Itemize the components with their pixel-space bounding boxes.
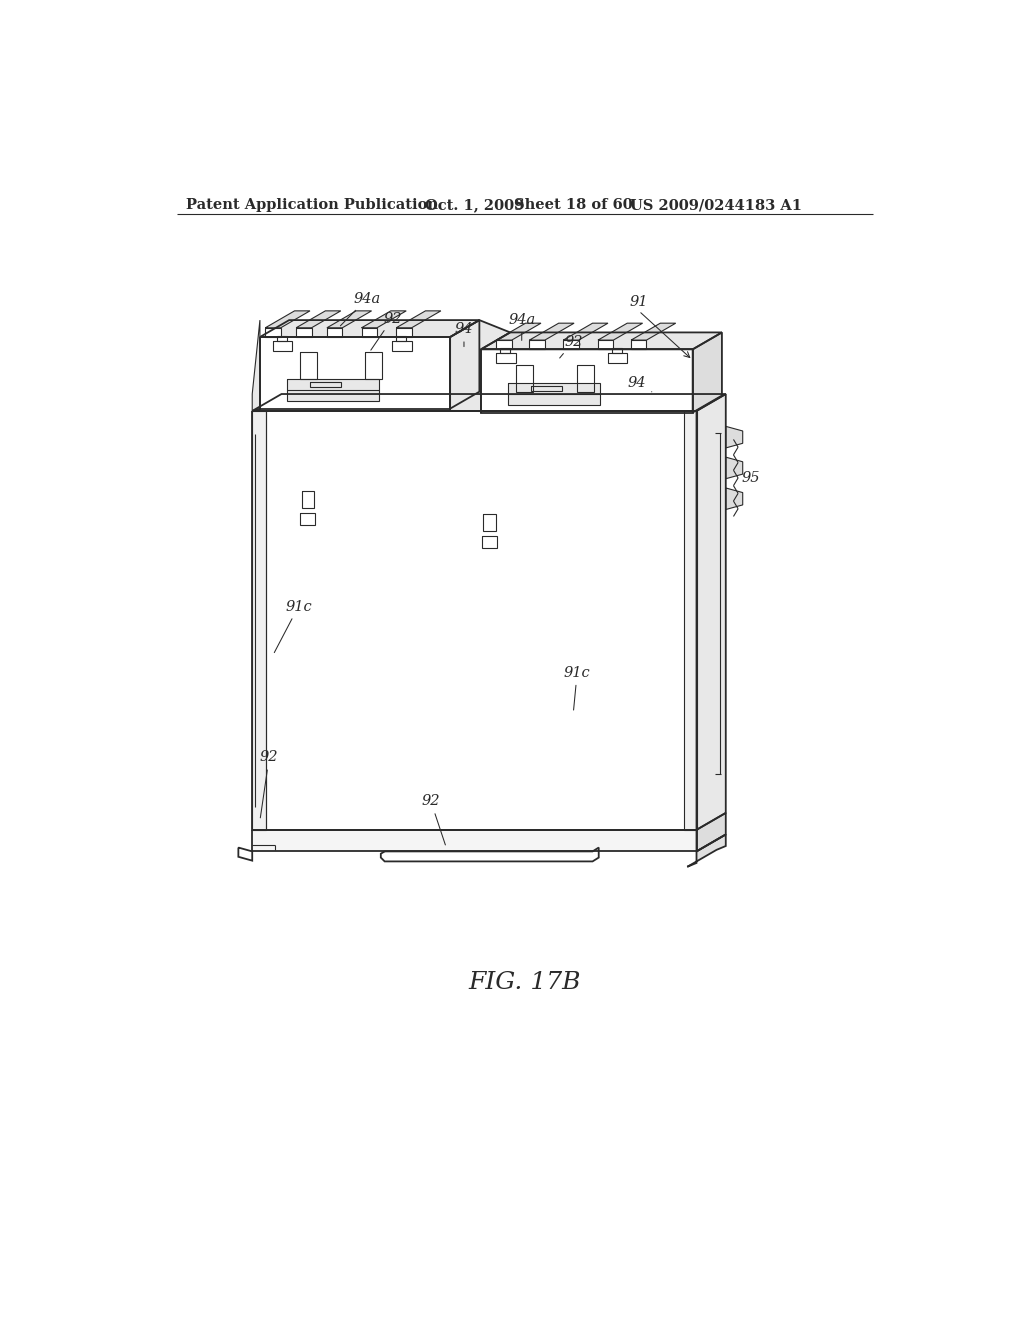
Text: 92: 92 (260, 751, 279, 818)
Polygon shape (726, 488, 742, 510)
Text: US 2009/0244183 A1: US 2009/0244183 A1 (630, 198, 802, 213)
Polygon shape (252, 321, 260, 411)
Polygon shape (265, 312, 310, 327)
Polygon shape (252, 411, 696, 830)
Polygon shape (396, 312, 441, 327)
Polygon shape (497, 341, 512, 350)
Polygon shape (361, 312, 407, 327)
Polygon shape (684, 411, 696, 830)
Polygon shape (563, 341, 579, 350)
Polygon shape (696, 813, 726, 851)
Text: Sheet 18 of 60: Sheet 18 of 60 (514, 198, 633, 213)
Polygon shape (598, 341, 613, 350)
Polygon shape (396, 327, 412, 337)
Polygon shape (598, 323, 643, 341)
Polygon shape (687, 834, 726, 867)
Text: 92: 92 (371, 312, 401, 350)
Polygon shape (287, 379, 379, 401)
Polygon shape (260, 321, 479, 337)
Text: Patent Application Publication: Patent Application Publication (186, 198, 438, 213)
Polygon shape (327, 312, 372, 327)
Text: Oct. 1, 2009: Oct. 1, 2009 (425, 198, 524, 213)
Polygon shape (497, 323, 541, 341)
Polygon shape (608, 354, 628, 363)
Polygon shape (529, 323, 574, 341)
Polygon shape (265, 327, 281, 337)
Polygon shape (296, 327, 311, 337)
Polygon shape (563, 323, 608, 341)
Polygon shape (631, 323, 676, 341)
Polygon shape (252, 830, 696, 851)
Polygon shape (361, 327, 377, 337)
Polygon shape (692, 333, 722, 412)
Polygon shape (252, 395, 726, 411)
Polygon shape (481, 333, 722, 350)
Polygon shape (497, 354, 515, 363)
Polygon shape (696, 395, 726, 830)
Polygon shape (481, 350, 692, 412)
Text: 91c: 91c (274, 599, 311, 652)
Polygon shape (260, 337, 451, 409)
Text: 94: 94 (628, 376, 651, 392)
Text: 91: 91 (630, 296, 648, 309)
Polygon shape (631, 341, 646, 350)
Text: 92: 92 (560, 335, 583, 358)
Polygon shape (252, 411, 266, 830)
Text: 91c: 91c (564, 665, 591, 710)
Polygon shape (726, 457, 742, 479)
Text: FIG. 17B: FIG. 17B (469, 970, 581, 994)
Polygon shape (726, 426, 742, 447)
Text: 94a: 94a (508, 313, 536, 341)
Polygon shape (451, 321, 510, 412)
Polygon shape (508, 383, 600, 405)
Polygon shape (296, 312, 341, 327)
Text: 94a: 94a (340, 292, 381, 326)
Text: 92: 92 (422, 795, 445, 845)
Text: 95: 95 (741, 471, 760, 484)
Polygon shape (392, 341, 412, 351)
Polygon shape (327, 327, 342, 337)
Text: 94: 94 (455, 322, 473, 347)
Polygon shape (273, 341, 292, 351)
Polygon shape (529, 341, 545, 350)
Polygon shape (451, 321, 479, 409)
